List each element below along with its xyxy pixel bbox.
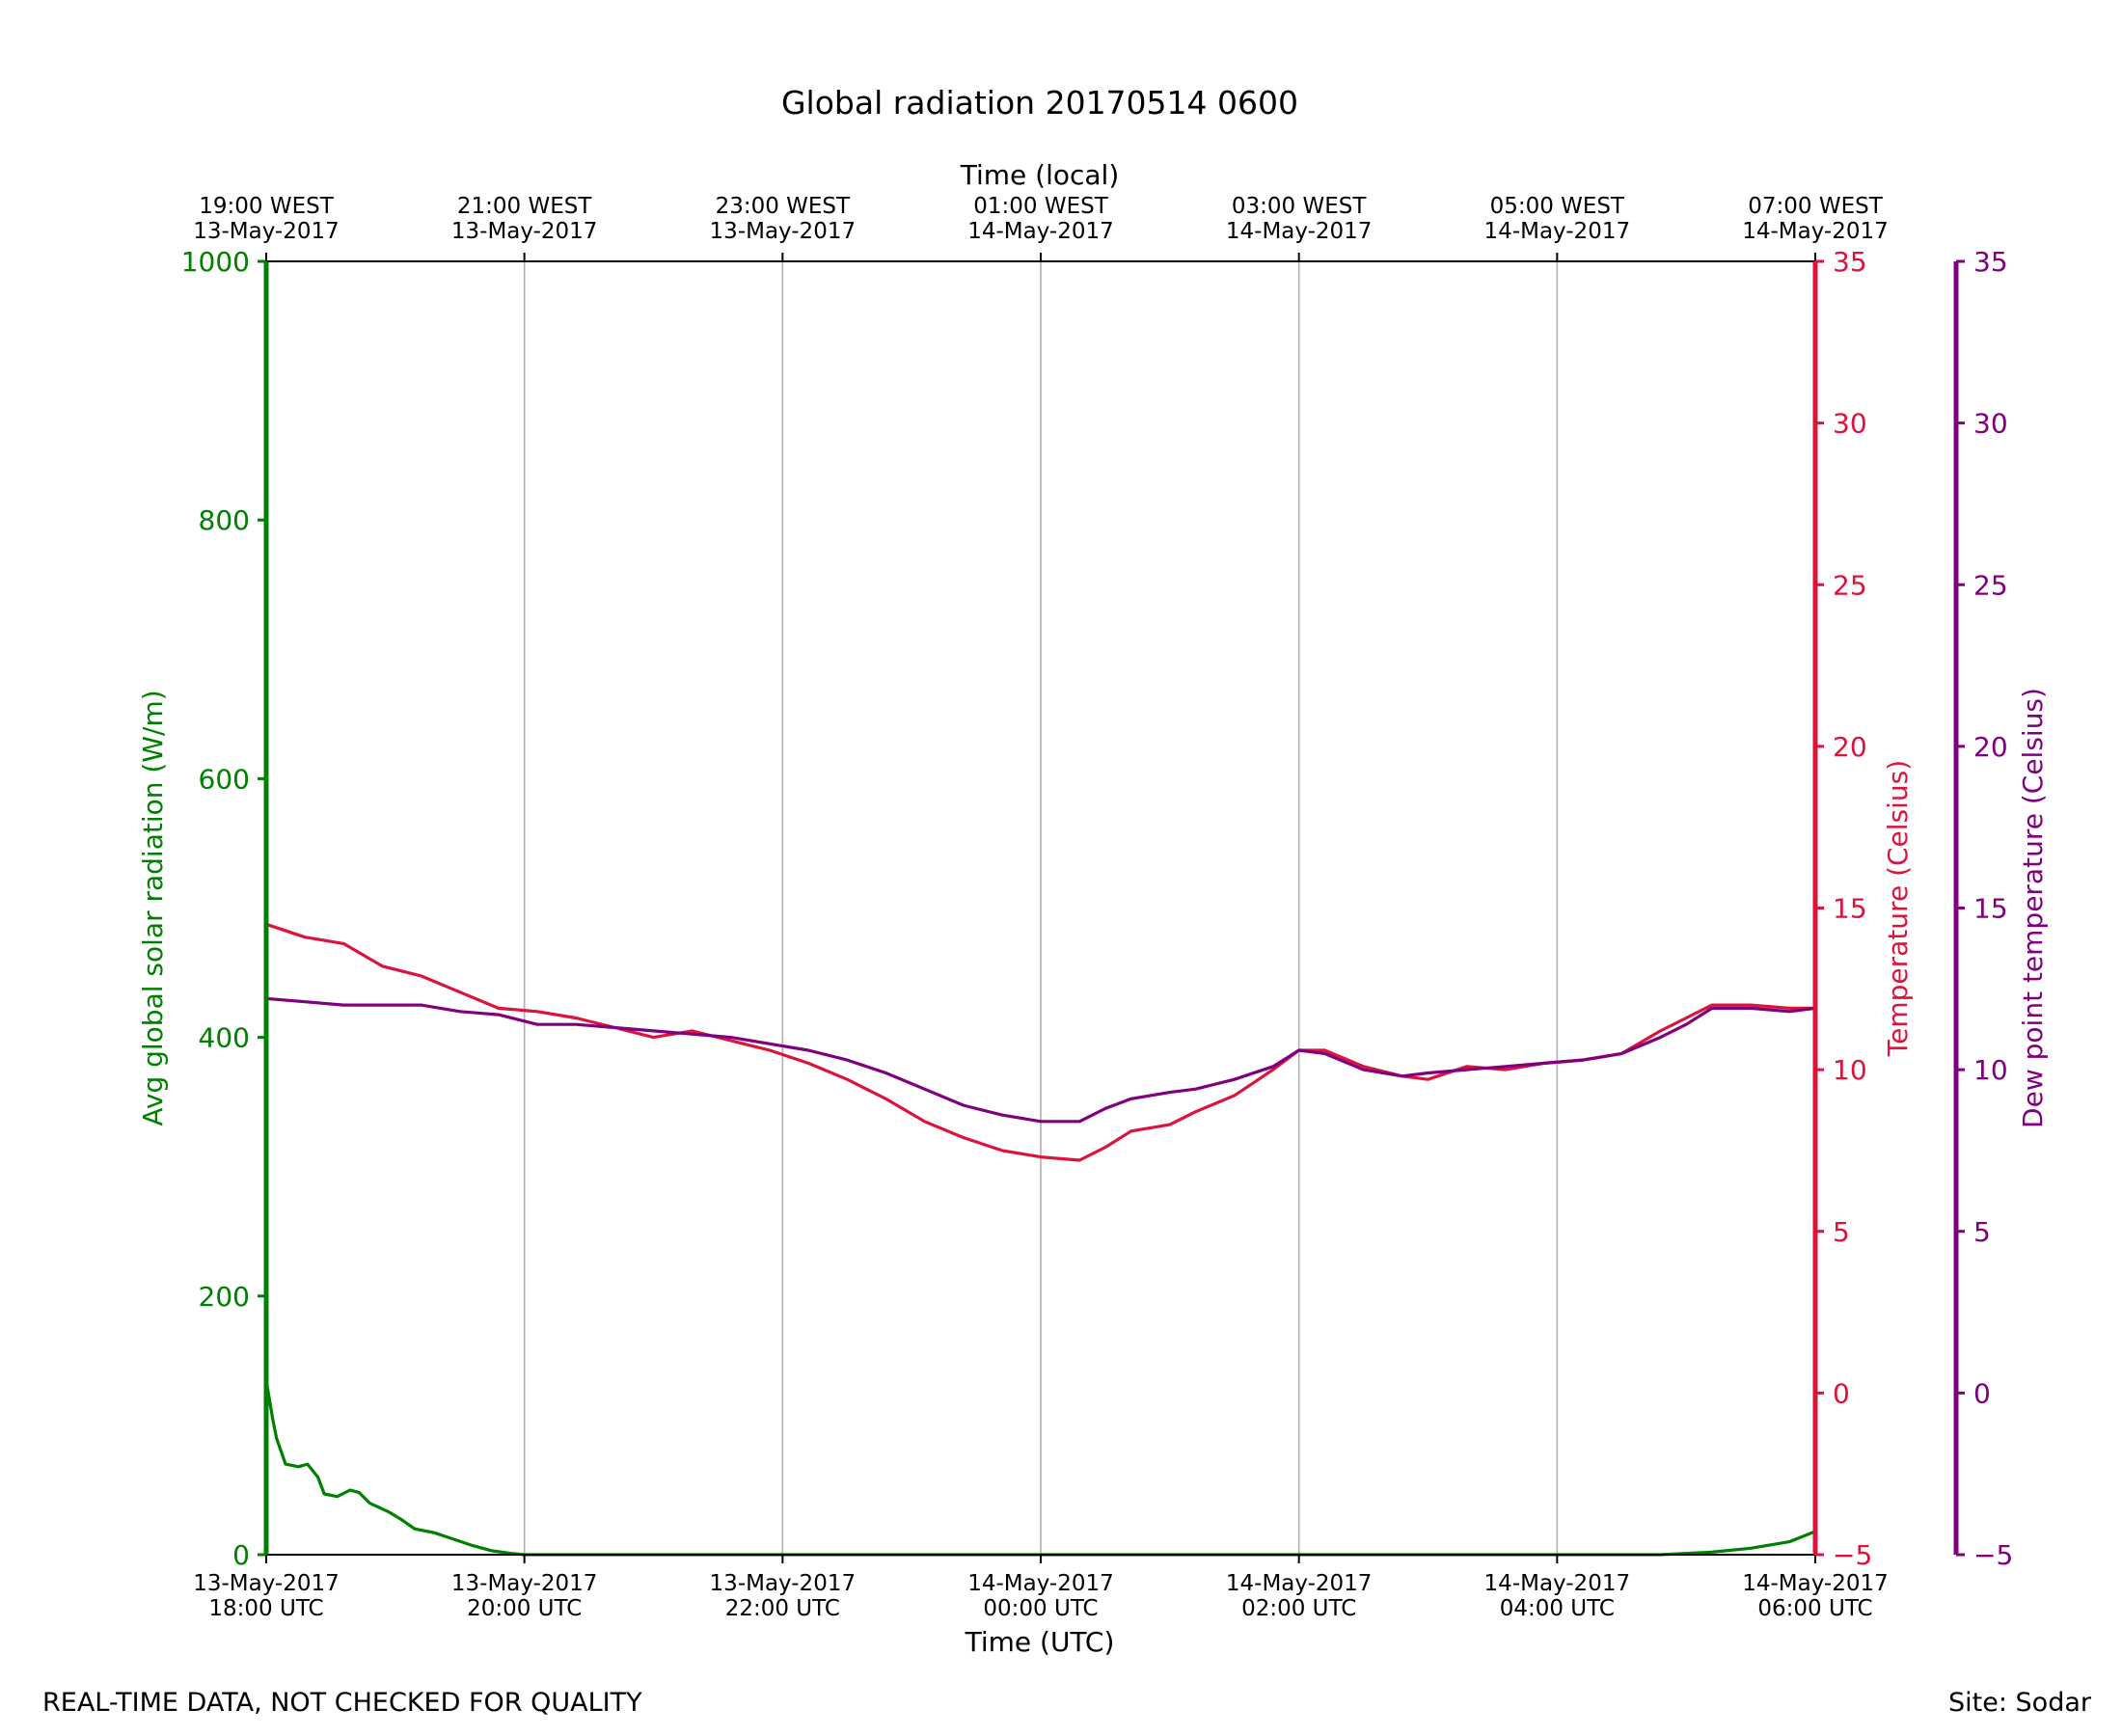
radiation-axis-label: Avg global solar radiation (W/m) <box>137 690 169 1126</box>
top-axis-label: Time (local) <box>960 159 1120 191</box>
top-x-tick-label: 07:00 WEST <box>1748 194 1883 219</box>
x-tick-label: 14-May-2017 <box>1742 1571 1889 1596</box>
top-x-tick-label: 23:00 WEST <box>716 194 851 219</box>
dewpoint-y-tick-label: 10 <box>1973 1054 2008 1086</box>
x-tick-label: 06:00 UTC <box>1757 1596 1872 1621</box>
temperature-y-tick-label: 30 <box>1833 408 1867 440</box>
dewpoint-axis-label: Dew point temperature (Celsius) <box>2017 688 2049 1128</box>
dewpoint-y-tick-label: 15 <box>1973 893 2008 925</box>
x-tick-label: 14-May-2017 <box>1484 1571 1631 1596</box>
temperature-y-tick-label: −5 <box>1833 1539 1872 1571</box>
top-x-tick-label: 14-May-2017 <box>1742 219 1889 244</box>
x-tick-label: 20:00 UTC <box>467 1596 582 1621</box>
dewpoint-y-tick-label: 25 <box>1973 569 2008 601</box>
x-tick-label: 04:00 UTC <box>1500 1596 1615 1621</box>
radiation-y-tick-label: 800 <box>199 504 250 536</box>
dewpoint-y-tick-label: 0 <box>1973 1377 1991 1409</box>
temperature-y-tick-label: 0 <box>1833 1377 1850 1409</box>
x-tick-label: 14-May-2017 <box>1226 1571 1373 1596</box>
top-x-tick-label: 14-May-2017 <box>967 219 1114 244</box>
x-tick-label: 18:00 UTC <box>208 1596 323 1621</box>
x-tick-label: 00:00 UTC <box>983 1596 1098 1621</box>
top-x-tick-label: 13-May-2017 <box>193 219 340 244</box>
temperature-y-tick-label: 10 <box>1833 1054 1867 1086</box>
dewpoint-y-tick-label: 35 <box>1973 246 2008 278</box>
top-x-tick-label: 19:00 WEST <box>199 194 334 219</box>
x-tick-label: 22:00 UTC <box>725 1596 840 1621</box>
x-tick-label: 14-May-2017 <box>967 1571 1114 1596</box>
dewpoint-y-tick-label: 30 <box>1973 408 2008 440</box>
dewpoint-y-tick-label: −5 <box>1973 1539 2013 1571</box>
temperature-axis-label: Temperature (Celsius) <box>1882 760 1914 1057</box>
radiation-y-tick-label: 400 <box>199 1022 250 1054</box>
top-x-tick-label: 03:00 WEST <box>1232 194 1367 219</box>
radiation-y-tick-label: 1000 <box>181 246 250 278</box>
x-tick-label: 02:00 UTC <box>1241 1596 1356 1621</box>
radiation-y-tick-label: 600 <box>199 763 250 795</box>
top-x-tick-label: 13-May-2017 <box>710 219 857 244</box>
x-tick-label: 13-May-2017 <box>710 1571 857 1596</box>
quality-disclaimer: REAL-TIME DATA, NOT CHECKED FOR QUALITY <box>42 1688 642 1718</box>
dewpoint-series-line <box>265 996 1816 1124</box>
top-x-tick-label: 05:00 WEST <box>1490 194 1625 219</box>
dewpoint-y-tick-label: 5 <box>1973 1216 1991 1248</box>
dewpoint-y-tick-label: 20 <box>1973 731 2008 763</box>
temperature-y-tick-label: 20 <box>1833 731 1867 763</box>
radiation-y-tick-label: 0 <box>232 1539 250 1571</box>
bottom-axis-label: Time (UTC) <box>965 1626 1115 1658</box>
top-x-tick-label: 01:00 WEST <box>973 194 1108 219</box>
temperature-y-tick-label: 5 <box>1833 1216 1850 1248</box>
x-tick-label: 13-May-2017 <box>193 1571 340 1596</box>
site-label: Site: Sodar <box>1948 1688 2091 1718</box>
temperature-y-tick-label: 25 <box>1833 569 1867 601</box>
temperature-y-tick-label: 35 <box>1833 246 1867 278</box>
top-x-tick-label: 21:00 WEST <box>457 194 592 219</box>
chart-title: Global radiation 20170514 0600 <box>781 84 1298 122</box>
top-x-tick-label: 13-May-2017 <box>451 219 598 244</box>
top-x-tick-label: 14-May-2017 <box>1226 219 1373 244</box>
x-tick-label: 13-May-2017 <box>451 1571 598 1596</box>
top-x-tick-label: 14-May-2017 <box>1484 219 1631 244</box>
radiation-y-tick-label: 200 <box>199 1281 250 1313</box>
temperature-y-tick-label: 15 <box>1833 893 1867 925</box>
